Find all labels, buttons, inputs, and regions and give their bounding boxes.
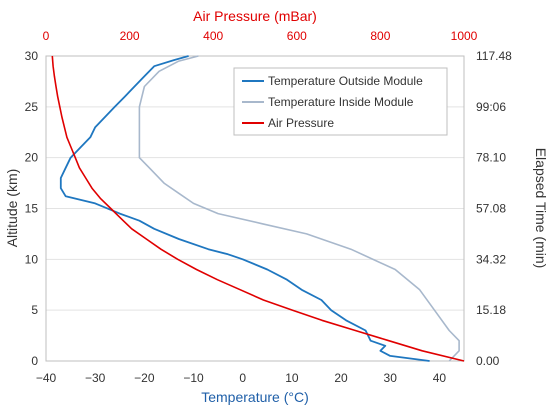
y-tick-label: 0 [31, 354, 38, 368]
x-tick-label: −30 [85, 371, 106, 385]
series-lines [51, 55, 465, 362]
left-axis-title: Altitude (km) [4, 169, 20, 248]
right-tick-label: 0.00 [476, 354, 500, 368]
x-tick-label: −10 [183, 371, 204, 385]
top-tick-label: 200 [120, 29, 140, 43]
x-tick-label: 30 [384, 371, 398, 385]
top-axis-title: Air Pressure (mBar) [193, 8, 317, 24]
y-tick-label: 30 [25, 49, 39, 63]
y-tick-label: 5 [31, 303, 38, 317]
legend: Temperature Outside Module Temperature I… [233, 67, 448, 136]
top-tick-label: 600 [287, 29, 307, 43]
bottom-axis-title: Temperature (°C) [201, 389, 309, 405]
right-tick-label: 15.18 [476, 303, 506, 317]
top-tick-label: 400 [203, 29, 223, 43]
x-tick-label: 10 [285, 371, 299, 385]
legend-label-temperature-outside: Temperature Outside Module [268, 74, 423, 88]
top-tick-label: 800 [370, 29, 390, 43]
right-tick-label: 117.48 [476, 49, 512, 63]
y-tick-label: 25 [25, 100, 39, 114]
x-tick-label: 40 [433, 371, 447, 385]
right-tick-label: 34.32 [476, 252, 506, 266]
series-line-temperature-inside-module [138, 55, 460, 362]
legend-label-air-pressure: Air Pressure [268, 116, 334, 130]
x-tick-label: −20 [134, 371, 155, 385]
plot-frame [45, 55, 465, 362]
y-tick-label: 10 [25, 252, 39, 266]
y-tick-label: 20 [25, 151, 39, 165]
top-tick-label: 0 [43, 29, 50, 43]
right-axis-title: Elapsed Time (min) [533, 148, 549, 269]
right-tick-label: 99:06 [476, 100, 506, 114]
x-tick-label: 20 [334, 371, 348, 385]
x-tick-label: 0 [239, 371, 246, 385]
right-tick-label: 57.08 [476, 202, 506, 216]
right-tick-label: 78.10 [476, 151, 506, 165]
y-tick-label: 15 [25, 202, 39, 216]
top-tick-label: 1000 [451, 29, 478, 43]
series-line-temperature-outside-module [59, 55, 430, 362]
legend-label-temperature-inside: Temperature Inside Module [268, 95, 414, 109]
x-tick-label: −40 [36, 371, 57, 385]
series-line-air-pressure [51, 55, 465, 362]
legend-box [233, 67, 448, 136]
tick-labels: −40 −30 −20 −10 0 10 20 30 400 200 400 600 800 100005… [25, 29, 512, 385]
